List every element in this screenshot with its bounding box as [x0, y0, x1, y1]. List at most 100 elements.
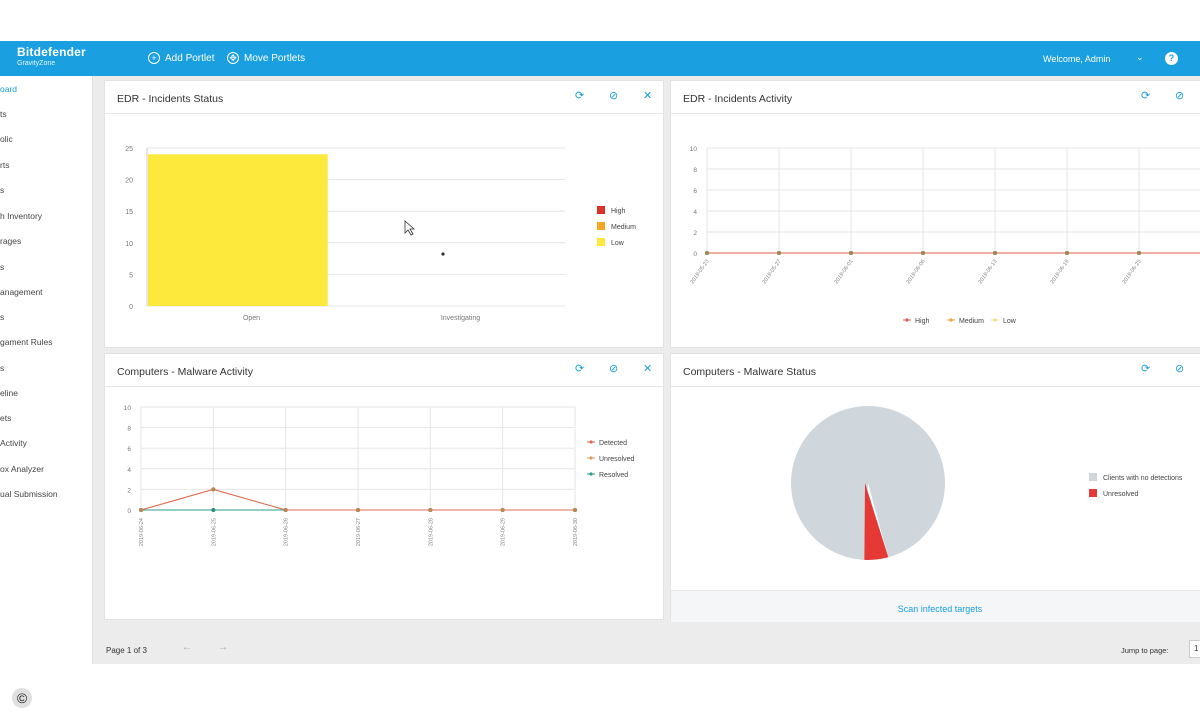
legend-label: Unresolved [599, 456, 635, 463]
sidebar-item[interactable]: ets [0, 413, 12, 423]
y-tick-label: 20 [125, 178, 133, 185]
sidebar-nav: oard ts olic rts s h Inventory rages s anagement… [0, 76, 93, 664]
y-tick-label: 8 [127, 426, 131, 433]
x-tick-label: 2019-06-24 [139, 518, 145, 546]
sidebar-item[interactable]: Activity [0, 438, 27, 448]
legend-label: Medium [611, 224, 636, 231]
x-tick-label: 2019-06-19 [1050, 259, 1071, 285]
page-indicator: Page 1 of 3 [106, 646, 147, 655]
bar [148, 154, 328, 306]
chevron-down-icon[interactable]: ⌄ [1136, 52, 1144, 62]
next-page-arrow-icon[interactable]: → [218, 642, 228, 653]
legend-label: Medium [959, 318, 984, 325]
incidents-activity-chart: 0 2 4 6 8 10 2019-05-23 2019-05-27 2019-06-01 201… [690, 146, 1200, 325]
marker-dot [441, 252, 445, 256]
sidebar-item[interactable]: s [0, 363, 5, 373]
y-tick-label: 4 [693, 209, 697, 216]
jump-to-page-label: Jump to page: [1121, 646, 1169, 655]
add-portlet-button[interactable]: + Add Portlet [148, 52, 214, 64]
data-point [1065, 251, 1069, 255]
welcome-user-menu[interactable]: Welcome, Admin [1043, 54, 1111, 64]
edit-icon[interactable]: ⊘ [1175, 90, 1185, 102]
y-tick-label: 2 [693, 230, 697, 237]
legend-swatch [1089, 489, 1097, 497]
sidebar-item[interactable]: anagement [0, 287, 43, 297]
x-tick-label: 2019-06-01 [834, 259, 855, 285]
legend-label: Detected [599, 440, 627, 447]
legend-swatch [597, 222, 605, 230]
legend-marker [589, 472, 593, 476]
incidents-status-chart: 0 5 10 15 20 25 Open Investigating High Medium Low [125, 146, 636, 322]
sidebar-item[interactable]: rages [0, 236, 22, 246]
help-icon[interactable]: ? [1165, 52, 1178, 65]
legend-marker [589, 440, 593, 444]
y-tick-label: 15 [125, 209, 133, 216]
sidebar-item[interactable]: rts [0, 160, 10, 170]
close-icon[interactable]: ✕ [643, 363, 653, 375]
edit-icon[interactable]: ⊘ [609, 363, 619, 375]
sidebar-item[interactable]: gament Rules [0, 337, 53, 347]
sidebar-item[interactable]: s [0, 262, 5, 272]
x-tick-label: 2019-06-06 [906, 259, 927, 285]
add-portlet-label: Add Portlet [165, 52, 215, 64]
sidebar-item[interactable]: s [0, 185, 5, 195]
y-tick-label: 0 [693, 251, 697, 258]
y-tick-label: 0 [129, 304, 133, 311]
refresh-icon[interactable]: ⟳ [575, 363, 585, 375]
legend-label: Clients with no detections [1103, 475, 1183, 482]
data-point [139, 508, 143, 512]
edit-icon[interactable]: ⊘ [609, 90, 619, 102]
legend-swatch [597, 206, 605, 214]
data-point [849, 251, 853, 255]
jump-to-page-input[interactable]: 1 [1189, 640, 1200, 658]
move-portlets-button[interactable]: ✥ Move Portlets [227, 52, 305, 64]
y-tick-label: 8 [693, 167, 697, 174]
move-portlets-label: Move Portlets [244, 52, 306, 64]
sidebar-item[interactable]: h Inventory [0, 211, 43, 221]
mouse-cursor-icon [404, 220, 416, 236]
sidebar-item[interactable]: s [0, 312, 5, 322]
sidebar-item[interactable]: olic [0, 134, 13, 144]
x-tick-label: 2019-06-27 [356, 518, 362, 546]
data-point [993, 251, 997, 255]
sidebar-item[interactable]: ual Submission [0, 489, 58, 499]
data-point [921, 251, 925, 255]
pie-slice [864, 483, 889, 560]
x-tick-label: Investigating [441, 315, 480, 322]
portlet-header: EDR - Incidents Status ⟳ ⊘ ✕ [105, 81, 663, 114]
x-tick-label: 2019-06-13 [978, 259, 999, 285]
y-tick-label: 5 [129, 272, 133, 279]
data-point [500, 508, 505, 512]
legend-marker [949, 318, 953, 322]
top-bar: Bitdefender GravityZone + Add Portlet ✥ … [0, 41, 1200, 76]
data-point [356, 508, 360, 512]
x-tick-label: Open [243, 315, 260, 322]
scan-infected-targets-link[interactable]: Scan infected targets [897, 604, 983, 614]
sidebar-item[interactable]: ox Analyzer [0, 464, 44, 474]
brand-logo[interactable]: Bitdefender GravityZone [17, 46, 86, 67]
sidebar-item[interactable]: oard [0, 84, 18, 94]
malware-activity-chart: 0 2 4 6 8 10 2019-06-24 2019-06-25 2019-06-26 201… [124, 405, 635, 546]
prev-page-arrow-icon[interactable]: ← [182, 642, 192, 653]
y-tick-label: 0 [127, 508, 131, 515]
legend-label: Resolved [599, 472, 628, 479]
plus-circle-icon: + [148, 52, 160, 64]
legend-label: Unresolved [1103, 491, 1139, 498]
refresh-icon[interactable]: ⟳ [1141, 90, 1151, 102]
copyright-icon: © [12, 688, 32, 708]
legend-label: High [915, 318, 930, 325]
y-tick-label: 2 [127, 487, 131, 494]
y-tick-label: 4 [127, 467, 131, 474]
close-icon[interactable]: ✕ [643, 90, 653, 102]
sidebar-item[interactable]: eline [0, 388, 18, 398]
edit-icon[interactable]: ⊘ [1175, 363, 1185, 375]
refresh-icon[interactable]: ⟳ [575, 90, 585, 102]
brand-name: Bitdefender [17, 45, 86, 59]
legend-swatch [1089, 473, 1097, 481]
sidebar-item[interactable]: ts [0, 109, 7, 119]
portlet-title: Computers - Malware Status [683, 366, 817, 378]
brand-subname: GravityZone [17, 60, 56, 67]
x-tick-label: 2019-06-29 [501, 518, 507, 546]
portlet-malware-activity: Computers - Malware Activity ⟳ ⊘ ✕ 0 2 4 6 8… [104, 353, 664, 620]
refresh-icon[interactable]: ⟳ [1141, 363, 1151, 375]
